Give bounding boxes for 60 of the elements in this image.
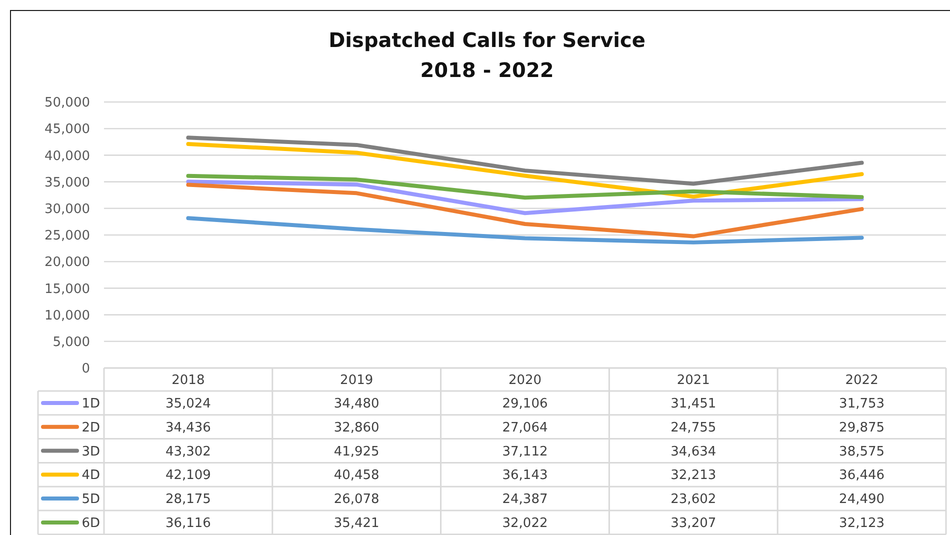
x-tick-label: 2020 bbox=[508, 373, 542, 388]
x-tick-label: 2021 bbox=[676, 373, 710, 388]
y-tick-label: 10,000 bbox=[44, 308, 90, 324]
data-label: 28,175 bbox=[165, 492, 211, 508]
data-label: 41,925 bbox=[334, 444, 380, 460]
data-label: 34,480 bbox=[334, 396, 380, 412]
data-label: 36,143 bbox=[502, 468, 548, 484]
data-label: 36,116 bbox=[165, 516, 211, 531]
y-tick-label: 0 bbox=[82, 362, 90, 377]
x-tick-label: 2019 bbox=[340, 373, 374, 388]
legend-label: 4D bbox=[82, 468, 100, 484]
y-tick-label: 40,000 bbox=[44, 148, 90, 164]
line-series bbox=[186, 174, 864, 200]
data-label: 37,112 bbox=[502, 444, 548, 460]
y-tick-label: 5,000 bbox=[52, 334, 90, 350]
data-label: 33,207 bbox=[670, 516, 716, 531]
data-label: 32,022 bbox=[502, 516, 548, 531]
line-series bbox=[186, 136, 864, 186]
legend-label: 5D bbox=[82, 492, 100, 508]
data-label: 43,302 bbox=[165, 444, 211, 460]
line-series bbox=[186, 216, 864, 244]
data-label: 24,387 bbox=[502, 492, 548, 508]
y-tick-label: 20,000 bbox=[44, 255, 90, 270]
data-label: 36,446 bbox=[839, 468, 885, 484]
line-series bbox=[186, 180, 864, 216]
data-label: 27,064 bbox=[502, 420, 548, 436]
data-label: 31,451 bbox=[670, 396, 716, 412]
chart-title: Dispatched Calls for Service bbox=[328, 28, 646, 52]
data-label: 31,753 bbox=[839, 396, 885, 412]
data-label: 38,575 bbox=[839, 444, 885, 460]
y-tick-label: 45,000 bbox=[44, 122, 90, 138]
data-label: 29,106 bbox=[502, 396, 548, 412]
data-label: 23,602 bbox=[670, 492, 716, 508]
legend-label: 3D bbox=[82, 444, 100, 460]
y-tick-label: 50,000 bbox=[44, 96, 90, 111]
data-label: 29,875 bbox=[839, 420, 885, 436]
legend-label: 1D bbox=[82, 396, 100, 412]
data-label: 24,755 bbox=[670, 420, 716, 436]
legend-label: 2D bbox=[82, 420, 100, 436]
y-tick-label: 35,000 bbox=[44, 175, 90, 190]
x-tick-label: 2022 bbox=[845, 373, 878, 388]
line-series bbox=[186, 182, 864, 238]
data-label: 32,123 bbox=[839, 516, 885, 531]
y-tick-label: 15,000 bbox=[44, 282, 90, 297]
data-label: 40,458 bbox=[334, 468, 380, 484]
data-label: 35,024 bbox=[165, 396, 211, 412]
data-label: 42,109 bbox=[165, 468, 211, 484]
line-series bbox=[186, 142, 864, 199]
y-tick-label: 30,000 bbox=[44, 202, 90, 217]
y-tick-label: 25,000 bbox=[44, 228, 90, 244]
data-label: 35,421 bbox=[334, 516, 380, 531]
data-label: 32,860 bbox=[334, 420, 380, 436]
legend-label: 6D bbox=[82, 516, 100, 531]
data-label: 34,634 bbox=[670, 444, 716, 460]
data-label: 26,078 bbox=[334, 492, 380, 508]
data-label: 32,213 bbox=[670, 468, 716, 484]
data-label: 34,436 bbox=[165, 420, 211, 436]
chart-subtitle: 2018 - 2022 bbox=[420, 58, 554, 82]
data-label: 24,490 bbox=[839, 492, 885, 508]
x-tick-label: 2018 bbox=[172, 373, 205, 388]
